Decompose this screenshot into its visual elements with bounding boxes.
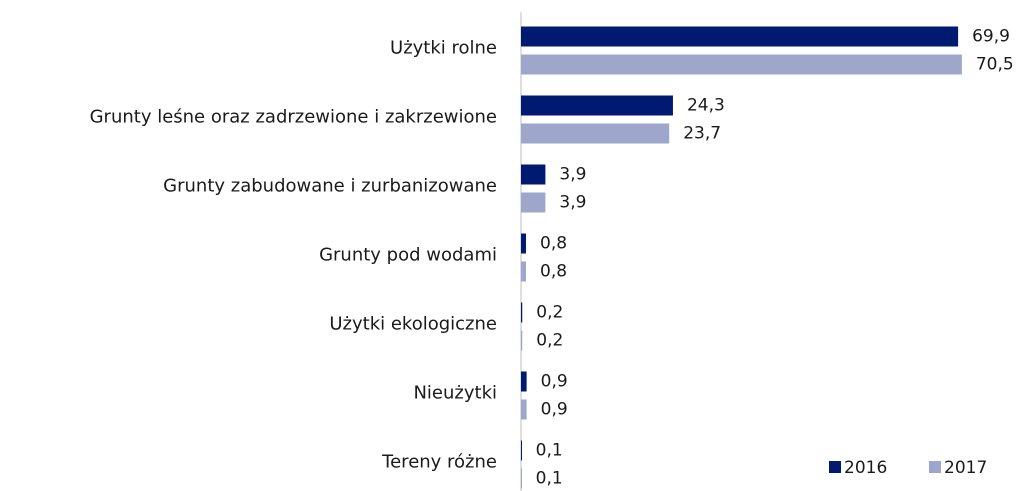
bar xyxy=(521,192,546,213)
legend-label: 2016 xyxy=(844,458,887,478)
value-label: 0,8 xyxy=(540,262,567,282)
category-label: Tereny różne xyxy=(381,452,497,473)
value-label: 70,5 xyxy=(976,55,1014,75)
category-label: Grunty pod wodami xyxy=(319,245,497,266)
bar xyxy=(521,123,670,144)
bar xyxy=(521,440,522,461)
bar xyxy=(521,399,527,420)
value-label: 0,1 xyxy=(536,441,563,461)
value-label: 24,3 xyxy=(687,96,725,116)
bar xyxy=(521,468,522,489)
legend-label: 2017 xyxy=(944,458,987,478)
value-label: 0,9 xyxy=(541,372,568,392)
bar xyxy=(521,261,527,282)
value-label: 3,9 xyxy=(559,165,586,185)
legend-swatch xyxy=(829,461,841,473)
bar xyxy=(521,164,546,185)
value-label: 0,1 xyxy=(536,469,563,489)
legend-swatch xyxy=(929,461,941,473)
bar xyxy=(521,95,673,116)
value-label: 0,2 xyxy=(536,303,563,323)
category-label: Użytki ekologiczne xyxy=(329,314,497,335)
value-label: 0,8 xyxy=(540,234,567,254)
bar xyxy=(521,371,527,392)
bar xyxy=(521,302,523,323)
bar xyxy=(521,330,523,351)
value-label: 0,2 xyxy=(536,331,563,351)
category-label: Grunty zabudowane i zurbanizowane xyxy=(163,176,497,197)
category-label: Użytki rolne xyxy=(390,38,497,59)
value-label: 23,7 xyxy=(683,124,721,144)
value-label: 0,9 xyxy=(541,400,568,420)
value-label: 69,9 xyxy=(972,27,1010,47)
bar xyxy=(521,26,959,47)
bar xyxy=(521,233,527,254)
category-label: Nieużytki xyxy=(413,383,497,404)
category-label: Grunty leśne oraz zadrzewione i zakrzewi… xyxy=(90,107,497,128)
value-label: 3,9 xyxy=(559,193,586,213)
bar xyxy=(521,54,962,75)
